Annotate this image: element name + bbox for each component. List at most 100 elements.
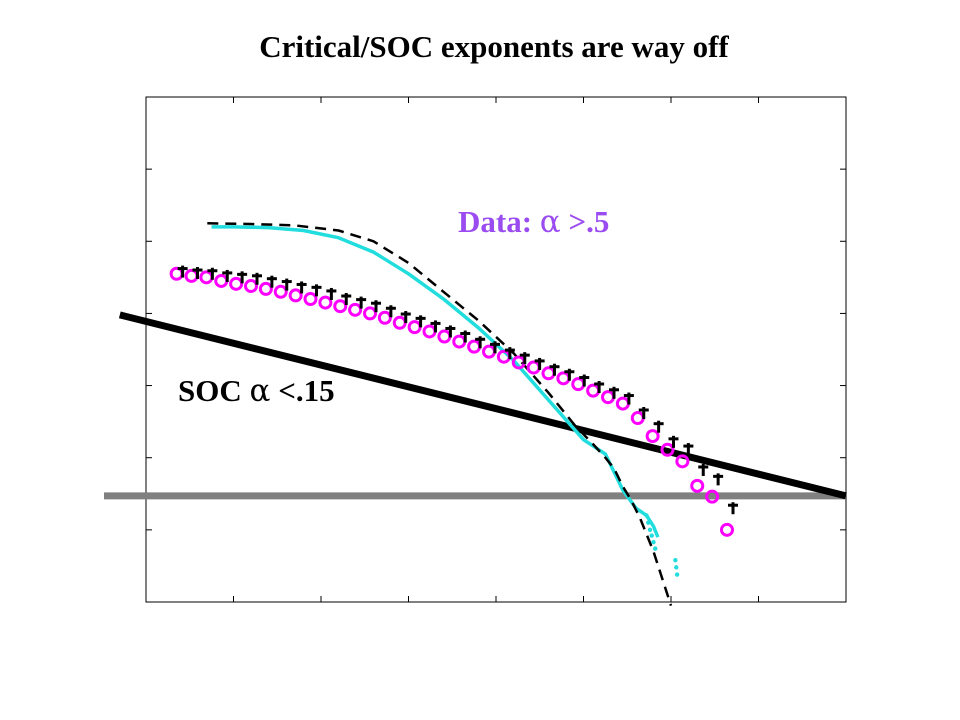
circle-point-33: [660, 442, 675, 457]
circle-point-17: [422, 324, 437, 339]
circle-point-6: [258, 281, 273, 296]
cross-point-23: [519, 352, 530, 365]
circle-point-21: [482, 344, 496, 359]
series-3: [644, 513, 680, 577]
circle-point-29: [601, 390, 615, 405]
annotation-prefix: Data:: [458, 204, 540, 239]
circle-point-26: [556, 371, 571, 386]
cross-point-8: [296, 281, 307, 294]
cross-point-17: [430, 320, 441, 333]
cross-point-34: [683, 443, 694, 456]
annotation-prefix: SOC: [178, 373, 250, 408]
cross-point-0: [177, 265, 188, 278]
circle-point-37: [720, 522, 734, 537]
cross-point-32: [653, 420, 664, 433]
series-1: [177, 265, 738, 515]
cross-point-37: [728, 502, 738, 515]
cross-point-36: [713, 473, 724, 486]
circle-point-15: [392, 315, 407, 330]
circle-point-2: [199, 270, 214, 285]
circle-point-36: [705, 489, 720, 504]
circle-point-35: [690, 478, 705, 493]
cross-point-1: [192, 267, 203, 280]
cross-point-6: [266, 275, 277, 288]
dot-point-7: [674, 565, 679, 570]
annotations-layer: Data: α >.5 SOC α <.15: [178, 204, 609, 409]
cross-point-12: [356, 296, 367, 309]
circle-point-18: [437, 329, 452, 344]
alpha-symbol: α: [250, 373, 271, 409]
cross-point-5: [252, 272, 262, 285]
cross-point-3: [222, 269, 233, 282]
cross-point-29: [609, 386, 619, 399]
series-5: [118, 311, 847, 500]
series-4: [207, 222, 673, 606]
cross-point-24: [534, 357, 545, 370]
cross-point-28: [594, 381, 605, 394]
circle-point-28: [586, 383, 601, 398]
circle-point-11: [333, 299, 348, 314]
alpha-symbol: α: [540, 204, 561, 240]
circle-point-25: [541, 366, 556, 381]
data-alpha-label: Data: α >.5: [458, 204, 609, 240]
circle-point-9: [303, 292, 318, 306]
soc-slope-line: [118, 311, 847, 500]
cross-point-18: [445, 325, 456, 338]
dot-point-0: [644, 513, 649, 518]
circle-point-14: [377, 310, 392, 325]
cross-point-7: [281, 278, 292, 291]
circle-point-34: [675, 454, 690, 469]
cross-point-22: [504, 347, 515, 360]
series-layer: [104, 222, 847, 606]
cross-point-26: [564, 368, 575, 381]
cross-point-11: [341, 293, 352, 305]
dot-point-1: [646, 520, 651, 525]
circle-point-5: [244, 279, 258, 294]
circle-point-12: [348, 302, 363, 317]
chart-title: Critical/SOC exponents are way off: [259, 29, 729, 64]
cross-point-30: [623, 392, 634, 405]
cross-point-15: [400, 311, 411, 324]
circle-point-32: [645, 429, 660, 444]
cross-point-21: [490, 341, 500, 354]
circle-point-13: [363, 306, 377, 321]
circle-point-8: [288, 288, 303, 303]
annotation-suffix: <.15: [270, 373, 334, 408]
circle-point-27: [571, 377, 586, 392]
cross-point-13: [371, 300, 381, 313]
dot-point-4: [651, 539, 656, 545]
cross-point-33: [668, 435, 679, 448]
cross-point-9: [311, 284, 322, 297]
circle-point-19: [452, 334, 467, 349]
dot-point-5: [653, 546, 658, 551]
cross-point-25: [549, 363, 560, 376]
circle-point-1: [184, 268, 199, 283]
cross-point-14: [385, 305, 396, 318]
cross-point-20: [475, 336, 486, 349]
circle-point-10: [318, 295, 333, 310]
circle-point-3: [214, 273, 229, 288]
circle-point-20: [467, 339, 482, 354]
cross-point-4: [237, 271, 248, 284]
circle-point-7: [273, 284, 288, 299]
cross-point-31: [638, 406, 649, 419]
annotation-suffix: >.5: [561, 204, 610, 239]
cross-point-35: [698, 463, 709, 476]
cross-point-2: [207, 267, 218, 280]
tick-marks: [146, 97, 846, 602]
fit-dashed-line: [207, 222, 673, 606]
cross-point-16: [415, 315, 426, 328]
circle-point-4: [229, 276, 244, 291]
soc-alpha-label: SOC α <.15: [178, 373, 335, 409]
dot-point-8: [674, 572, 680, 577]
circle-point-30: [615, 396, 630, 411]
dot-point-6: [673, 557, 678, 563]
circle-point-24: [526, 360, 541, 375]
circle-point-16: [407, 320, 422, 335]
dot-point-3: [649, 533, 654, 538]
cross-point-19: [460, 330, 471, 343]
dot-point-2: [647, 527, 653, 533]
circle-point-31: [630, 411, 645, 426]
cross-point-10: [326, 287, 337, 300]
